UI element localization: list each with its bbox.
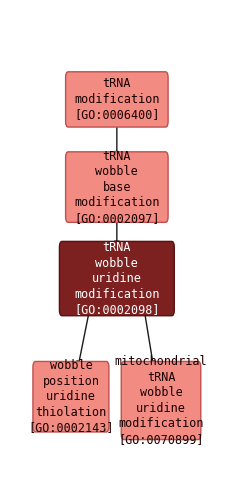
FancyBboxPatch shape	[59, 242, 173, 316]
FancyBboxPatch shape	[65, 72, 167, 127]
FancyBboxPatch shape	[65, 152, 167, 222]
Text: wobble
position
uridine
thiolation
[GO:0002143]: wobble position uridine thiolation [GO:0…	[28, 359, 113, 434]
Text: tRNA
modification
[GO:0006400]: tRNA modification [GO:0006400]	[74, 77, 159, 121]
Text: tRNA
wobble
uridine
modification
[GO:0002098]: tRNA wobble uridine modification [GO:000…	[74, 241, 159, 316]
FancyBboxPatch shape	[33, 361, 109, 432]
Text: tRNA
wobble
base
modification
[GO:0002097]: tRNA wobble base modification [GO:000209…	[74, 149, 159, 225]
Text: mitochondrial
tRNA
wobble
uridine
modification
[GO:0070899]: mitochondrial tRNA wobble uridine modifi…	[114, 355, 206, 446]
FancyBboxPatch shape	[121, 361, 200, 440]
